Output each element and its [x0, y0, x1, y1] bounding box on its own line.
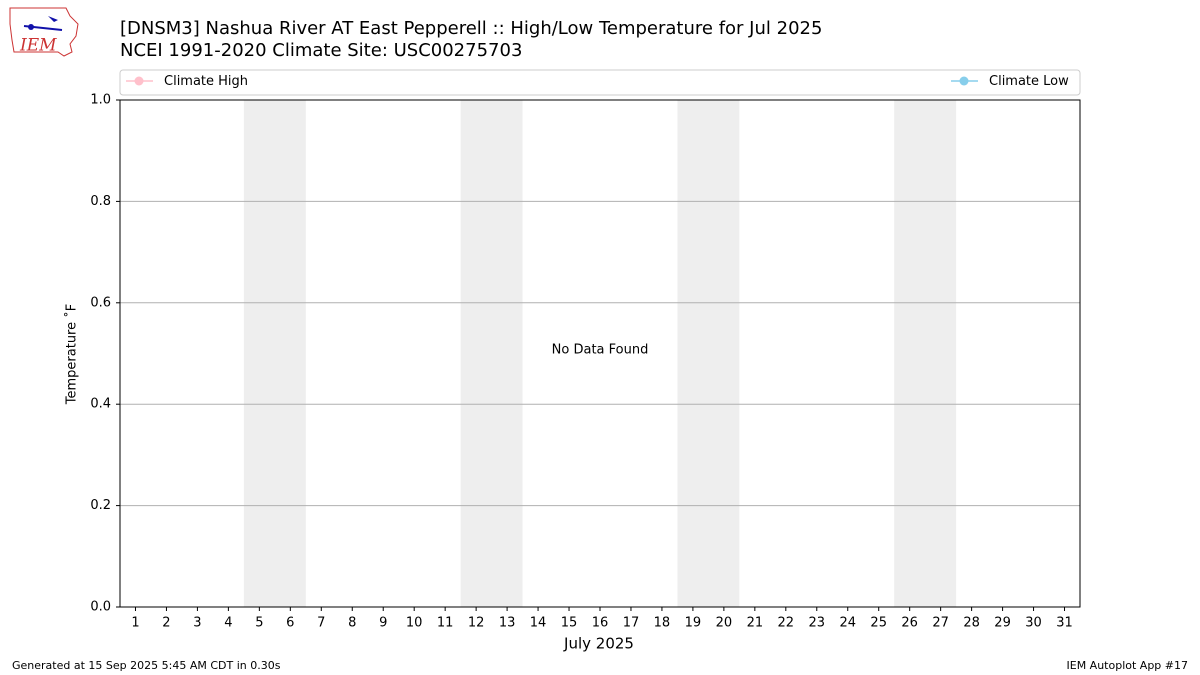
x-tick-label: 1: [131, 616, 139, 631]
y-tick-label: 1.0: [90, 93, 111, 108]
chart-subtitle: NCEI 1991-2020 Climate Site: USC00275703: [120, 40, 522, 61]
x-tick-label: 20: [716, 616, 733, 631]
plot-frame: [119, 99, 1081, 608]
y-tick-label: 0.6: [90, 295, 111, 310]
x-tick-label: 30: [1025, 616, 1042, 631]
x-tick-label: 2: [162, 616, 170, 631]
weekend-shade: [243, 100, 306, 607]
x-tick-label: 26: [901, 616, 918, 631]
legend-box: [119, 69, 1081, 96]
x-axis-label: July 2025: [563, 635, 634, 653]
weekend-shade: [677, 100, 740, 607]
y-tick-label: 0.8: [90, 194, 111, 209]
chart-title: [DNSM3] Nashua River AT East Pepperell :…: [120, 18, 822, 39]
annotation: No Data Found: [552, 343, 649, 358]
x-tick-label: 4: [224, 616, 232, 631]
x-tick-label: 8: [348, 616, 356, 631]
x-tick-label: 16: [592, 616, 609, 631]
x-tick-label: 6: [286, 616, 294, 631]
x-tick-label: 11: [437, 616, 454, 631]
x-tick-label: 18: [654, 616, 671, 631]
legend-marker: [959, 76, 969, 86]
x-tick-label: 3: [193, 616, 201, 631]
legend-label: Climate High: [164, 74, 248, 89]
x-tick-label: 21: [747, 616, 764, 631]
x-tick-label: 23: [809, 616, 826, 631]
legend-label: Climate Low: [989, 74, 1069, 89]
x-tick-label: 17: [623, 616, 640, 631]
x-tick-label: 7: [317, 616, 325, 631]
x-tick-label: 22: [778, 616, 795, 631]
weekend-shade: [894, 100, 957, 607]
x-tick-label: 29: [994, 616, 1011, 631]
x-tick-label: 9: [379, 616, 387, 631]
x-tick-label: 25: [870, 616, 887, 631]
logo: IEM: [9, 7, 79, 57]
y-tick-label: 0.2: [90, 498, 111, 513]
x-tick-label: 31: [1056, 616, 1073, 631]
legend-marker: [134, 76, 144, 86]
x-tick-label: 15: [561, 616, 578, 631]
weekend-shade: [460, 100, 523, 607]
x-tick-label: 5: [255, 616, 263, 631]
y-tick-label: 0.0: [90, 600, 111, 615]
x-tick-label: 24: [839, 616, 856, 631]
x-tick-label: 27: [932, 616, 949, 631]
x-tick-label: 19: [685, 616, 702, 631]
x-tick-label: 10: [406, 616, 423, 631]
footer-left: Generated at 15 Sep 2025 5:45 AM CDT in …: [12, 659, 281, 672]
x-tick-label: 12: [468, 616, 485, 631]
x-tick-label: 14: [530, 616, 547, 631]
y-tick-label: 0.4: [90, 397, 111, 412]
footer-right: IEM Autoplot App #17: [1067, 659, 1189, 672]
logo-text: IEM: [19, 36, 57, 56]
x-tick-label: 28: [963, 616, 980, 631]
x-tick-label: 13: [499, 616, 516, 631]
y-axis-label: Temperature ˚F: [64, 304, 80, 405]
